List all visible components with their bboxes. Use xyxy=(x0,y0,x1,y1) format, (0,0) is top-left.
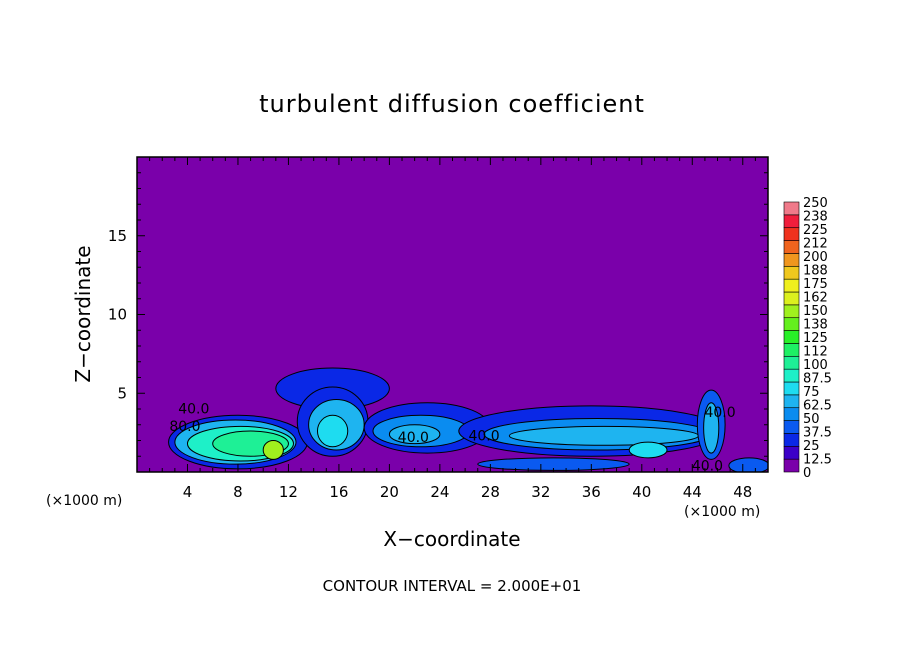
contour-label-0: 40.0 xyxy=(178,402,209,418)
y-axis: 5 10 15 xyxy=(108,172,768,457)
colorbar-label: 212 xyxy=(803,237,828,252)
colorbar-label: 225 xyxy=(803,223,828,238)
colorbar-swatch xyxy=(783,343,800,357)
x-tick-label: 44 xyxy=(683,483,702,501)
colorbar-label: 188 xyxy=(803,264,828,279)
x-axis: 4 8 12 16 20 24 28 32 36 40 44 48 xyxy=(149,157,756,501)
x-axis-label: X−coordinate xyxy=(383,527,520,551)
colorbar-label: 125 xyxy=(803,331,828,346)
colorbar-label: 238 xyxy=(803,210,828,225)
field-region-11 xyxy=(388,424,441,445)
colorbar-label: 138 xyxy=(803,318,828,333)
field-region-4 xyxy=(262,440,284,460)
colorbar-label: 200 xyxy=(803,250,828,265)
colorbar-label: 250 xyxy=(803,196,828,211)
contour-label-3: 40.0 xyxy=(468,429,499,445)
field-region-14 xyxy=(508,425,700,446)
colorbar-swatch xyxy=(783,317,800,331)
colorbar-swatch xyxy=(783,253,800,267)
y-tick-label: 10 xyxy=(108,306,127,324)
colorbar-swatch xyxy=(783,291,800,306)
contour-label-5: 40.0 xyxy=(692,458,723,474)
x-tick-label: 32 xyxy=(531,483,550,501)
x-tick-label: 48 xyxy=(733,483,752,501)
y-tick-label: 15 xyxy=(108,227,127,245)
colorbar-swatch xyxy=(783,330,800,344)
field-layer xyxy=(168,367,768,472)
colorbar-swatch xyxy=(783,278,800,293)
x-unit-right: (×1000 m) xyxy=(684,504,760,520)
field-region-17 xyxy=(703,402,720,454)
colorbar-swatch xyxy=(783,458,800,473)
colorbar-label: 87.5 xyxy=(803,372,832,387)
colorbar-swatch xyxy=(783,381,800,396)
field-region-15 xyxy=(628,441,668,459)
x-tick-label: 36 xyxy=(582,483,601,501)
field-region-19 xyxy=(728,457,768,472)
colorbar-swatch xyxy=(783,227,800,241)
y-tick-label: 5 xyxy=(117,384,127,402)
colorbar-swatch xyxy=(783,201,800,216)
colorbar-swatch xyxy=(783,420,800,434)
colorbar-label: 75 xyxy=(803,385,820,400)
x-tick-label: 20 xyxy=(380,483,399,501)
colorbar-swatch xyxy=(783,445,800,460)
colorbar-swatch xyxy=(783,265,800,280)
chart-title: turbulent diffusion coefficient xyxy=(259,90,645,118)
colorbar-swatch xyxy=(783,304,800,319)
x-unit-left: (×1000 m) xyxy=(46,493,122,509)
x-tick-label: 40 xyxy=(632,483,651,501)
colorbar-swatch xyxy=(783,355,800,370)
colorbar-label: 112 xyxy=(803,345,828,360)
colorbar-label: 0 xyxy=(803,466,811,481)
colorbar-swatch xyxy=(783,433,800,447)
colorbar: 012.52537.55062.57587.510011212513815016… xyxy=(783,196,832,481)
x-tick-label: 4 xyxy=(183,483,193,501)
contour-label-layer: 40.080.040.0 40.040.040.0 xyxy=(169,402,735,474)
contour-label-4: 40.0 xyxy=(704,405,735,421)
colorbar-label: 162 xyxy=(803,291,828,306)
contour-interval-note: CONTOUR INTERVAL = 2.000E+01 xyxy=(323,577,582,595)
x-tick-label: 12 xyxy=(279,483,298,501)
colorbar-label: 150 xyxy=(803,304,828,319)
colorbar-swatch xyxy=(783,368,800,383)
field-region-8 xyxy=(316,414,349,448)
colorbar-label: 37.5 xyxy=(803,426,832,441)
x-tick-label: 8 xyxy=(233,483,243,501)
colorbar-label: 175 xyxy=(803,277,828,292)
colorbar-label: 100 xyxy=(803,358,828,373)
colorbar-label: 50 xyxy=(803,412,820,427)
colorbar-swatch xyxy=(783,214,800,229)
colorbar-label: 62.5 xyxy=(803,399,832,414)
colorbar-label: 12.5 xyxy=(803,453,832,468)
x-tick-label: 24 xyxy=(430,483,449,501)
contour-label-1: 80.0 xyxy=(169,419,200,435)
plot-area: 40.080.040.0 40.040.040.0 xyxy=(136,156,769,474)
x-tick-label: 16 xyxy=(329,483,348,501)
colorbar-swatch xyxy=(783,394,800,409)
colorbar-label: 25 xyxy=(803,439,820,454)
x-tick-label: 28 xyxy=(481,483,500,501)
contour-label-2: 40.0 xyxy=(398,430,429,446)
colorbar-swatch xyxy=(783,407,800,421)
y-axis-label: Z−coordinate xyxy=(71,245,95,382)
colorbar-swatch xyxy=(783,240,800,254)
